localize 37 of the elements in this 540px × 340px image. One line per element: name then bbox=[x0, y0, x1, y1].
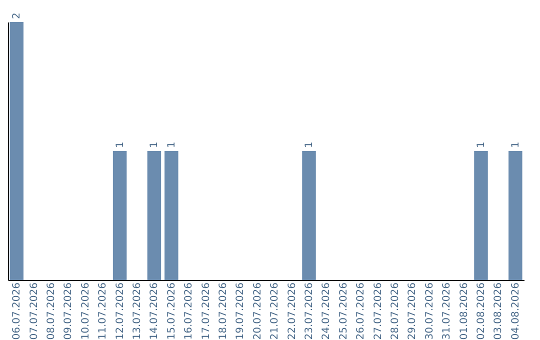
x-tick-label: 13.07.2026 bbox=[132, 282, 143, 340]
x-tick-label: 17.07.2026 bbox=[200, 282, 212, 340]
x-tick-label: 14.07.2026 bbox=[149, 282, 160, 340]
x-tick-label: 22.07.2026 bbox=[286, 282, 298, 340]
x-tick-label: 04.08.2026 bbox=[510, 282, 522, 340]
x-tick-label: 06.07.2026 bbox=[12, 282, 23, 340]
x-tick-label: 25.07.2026 bbox=[338, 282, 350, 340]
x-tick-label: 28.07.2026 bbox=[390, 282, 401, 340]
x-tick-label: 23.07.2026 bbox=[304, 282, 315, 340]
x-tick-label: 01.08.2026 bbox=[458, 282, 470, 340]
x-tick-label: 29.07.2026 bbox=[407, 282, 418, 340]
x-tick-label: 03.08.2026 bbox=[493, 282, 504, 340]
x-tick-label: 02.08.2026 bbox=[476, 282, 487, 340]
data-label: 1 bbox=[510, 142, 522, 148]
x-tick-label: 20.07.2026 bbox=[252, 282, 264, 340]
x-tick-label: 31.07.2026 bbox=[442, 282, 453, 340]
x-tick-label: 15.07.2026 bbox=[166, 282, 178, 340]
x-tick-label: 30.07.2026 bbox=[424, 282, 436, 340]
data-label: 1 bbox=[166, 142, 178, 148]
data-label: 2 bbox=[12, 12, 23, 19]
x-tick-label: 16.07.2026 bbox=[184, 282, 195, 340]
x-tick-label: 21.07.2026 bbox=[270, 282, 281, 340]
x-tick-label: 12.07.2026 bbox=[114, 282, 126, 340]
x-tick-label: 26.07.2026 bbox=[356, 282, 367, 340]
x-tick-label: 18.07.2026 bbox=[218, 282, 229, 340]
x-tick-label: 08.07.2026 bbox=[46, 282, 57, 340]
x-tick-label: 07.07.2026 bbox=[28, 282, 40, 340]
x-tick-label: 10.07.2026 bbox=[80, 282, 92, 340]
data-label: 1 bbox=[476, 142, 487, 148]
data-label: 1 bbox=[149, 142, 160, 148]
x-tick-label: 24.07.2026 bbox=[321, 282, 332, 340]
x-tick-label: 27.07.2026 bbox=[372, 282, 384, 340]
x-tick-label: 19.07.2026 bbox=[235, 282, 246, 340]
data-label: 1 bbox=[304, 142, 315, 148]
x-tick-label: 11.07.2026 bbox=[98, 282, 109, 340]
x-tick-label: 09.07.2026 bbox=[63, 282, 74, 340]
data-label: 1 bbox=[114, 142, 126, 148]
